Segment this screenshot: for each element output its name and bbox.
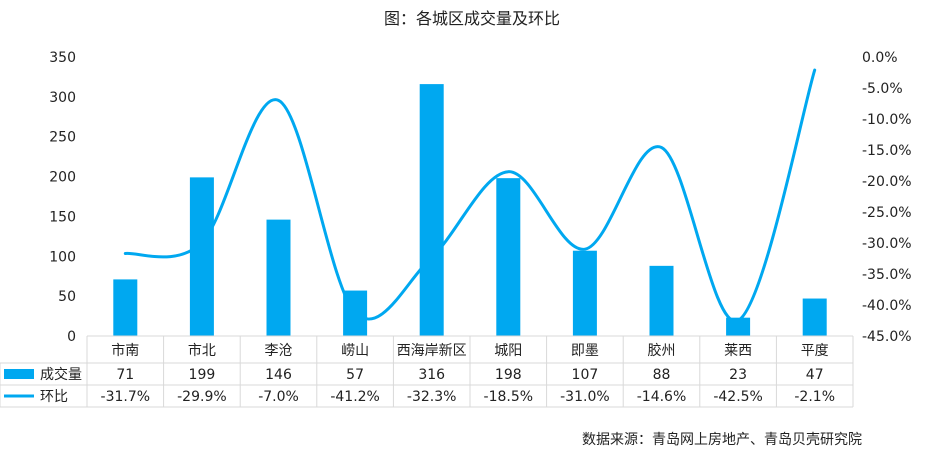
data-label-bar: 71 — [116, 367, 134, 383]
x-tick-label: 即墨 — [571, 343, 599, 359]
bar — [726, 317, 751, 336]
y2-tick-label: -15.0% — [862, 143, 912, 159]
data-label-bar: 47 — [806, 367, 824, 383]
legend-label-bar: 成交量 — [40, 366, 82, 383]
chart-title: 图：各城区成交量及环比 — [383, 9, 560, 28]
bar — [802, 298, 827, 336]
x-tick-label: 胶州 — [648, 342, 676, 359]
x-tick-label: 李沧 — [265, 342, 293, 359]
y-tick-label: 100 — [49, 249, 76, 265]
data-label-bar: 88 — [653, 367, 671, 383]
x-tick-label: 城阳 — [494, 343, 522, 359]
data-label-bar: 57 — [346, 367, 364, 383]
y2-tick-label: -35.0% — [862, 267, 912, 283]
y2-tick-label: -10.0% — [862, 112, 912, 128]
y-tick-label: 200 — [49, 170, 76, 186]
y-tick-label: 0 — [67, 329, 76, 345]
y2-tick-label: -20.0% — [862, 174, 912, 190]
bar — [572, 250, 597, 336]
data-label-line: -18.5% — [484, 389, 534, 405]
data-label-line: -14.6% — [637, 389, 687, 405]
data-label-bar: 199 — [189, 367, 216, 383]
data-label-line: -32.3% — [407, 389, 457, 405]
y2-tick-label: -5.0% — [862, 81, 903, 97]
x-tick-label: 西海岸新区 — [397, 343, 467, 359]
bar — [419, 84, 444, 336]
data-label-bar: 316 — [418, 367, 445, 383]
x-tick-label: 莱西 — [724, 343, 752, 359]
x-tick-label: 市北 — [188, 342, 216, 359]
y2-tick-label: -25.0% — [862, 205, 912, 221]
data-label-line: -31.7% — [101, 389, 151, 405]
data-label-bar: 23 — [729, 367, 747, 383]
y-tick-label: 250 — [49, 130, 76, 146]
data-label-line: -2.1% — [794, 389, 835, 405]
y2-tick-label: -45.0% — [862, 329, 912, 345]
y-tick-label: 150 — [49, 209, 76, 225]
x-tick-label: 平度 — [801, 343, 829, 359]
x-tick-label: 崂山 — [341, 343, 369, 359]
bar — [649, 265, 674, 336]
data-label-line: -29.9% — [177, 389, 227, 405]
data-label-line: -7.0% — [258, 389, 299, 405]
bar — [496, 178, 521, 336]
source-note: 数据来源：青岛网上房地产、青岛贝壳研究院 — [582, 432, 862, 448]
data-label-line: -31.0% — [560, 389, 610, 405]
y-tick-label: 50 — [58, 289, 76, 305]
y2-tick-label: -40.0% — [862, 298, 912, 314]
y2-tick-label: -30.0% — [862, 236, 912, 252]
series-line — [123, 68, 817, 323]
data-label-line: -41.2% — [330, 389, 380, 405]
legend-label-line: 环比 — [40, 389, 68, 405]
x-tick-label: 市南 — [111, 342, 139, 359]
data-label-bar: 146 — [265, 367, 292, 383]
data-label-bar: 107 — [572, 367, 599, 383]
y2-tick-label: 0.0% — [862, 50, 898, 66]
legend-bar-key — [4, 369, 34, 379]
bar — [113, 279, 138, 336]
bar — [189, 177, 214, 336]
bar — [266, 219, 291, 336]
data-label-line: -42.5% — [713, 389, 763, 405]
y-tick-label: 350 — [49, 50, 76, 66]
y-tick-label: 300 — [49, 90, 76, 106]
data-label-bar: 198 — [495, 367, 522, 383]
